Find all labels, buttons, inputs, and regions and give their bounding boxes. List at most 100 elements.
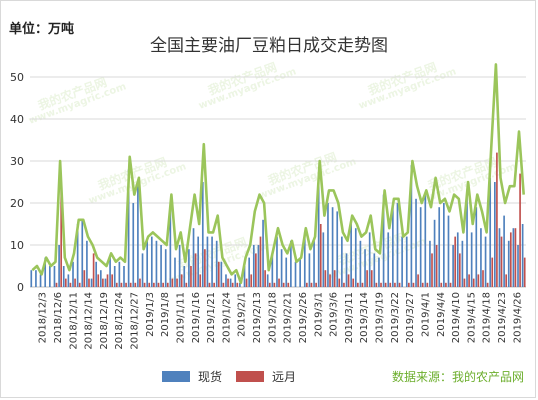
bar-spot xyxy=(239,282,241,287)
bar-spot xyxy=(285,257,288,287)
bar-spot xyxy=(211,236,213,287)
x-tick-label: 2019/3/6 xyxy=(329,292,340,337)
bar-forward xyxy=(445,282,447,287)
x-tick-label: 2019/1/16 xyxy=(191,292,202,343)
x-tick-label: 2018/12/27 xyxy=(130,292,141,350)
bar-spot xyxy=(382,194,385,287)
x-tick-label: 2018/12/19 xyxy=(99,292,110,350)
bar-forward xyxy=(264,270,266,287)
bar-spot xyxy=(229,278,232,287)
bar-forward xyxy=(273,282,276,287)
bar-spot xyxy=(48,266,51,287)
bar-forward xyxy=(143,282,146,287)
bar-forward xyxy=(129,282,132,287)
bar-forward xyxy=(92,253,95,287)
bar-forward xyxy=(366,270,368,287)
x-tick-label: 2019/4/4 xyxy=(436,292,447,337)
bar-spot xyxy=(470,232,473,287)
bar-spot xyxy=(461,240,464,287)
bar-spot xyxy=(354,228,357,287)
bar-spot xyxy=(215,240,218,287)
x-tick-label: 2018/12/24 xyxy=(114,292,125,350)
bar-spot xyxy=(294,261,297,287)
bar-spot xyxy=(378,257,380,287)
bar-forward xyxy=(440,282,443,287)
bar-spot xyxy=(86,240,88,287)
bar-spot xyxy=(507,240,510,287)
bar-spot xyxy=(197,236,199,287)
bar-spot xyxy=(62,266,65,287)
bar-spot xyxy=(271,253,274,287)
bar-forward xyxy=(523,257,526,287)
bar-spot xyxy=(480,228,482,287)
x-tick-label: 2019/3/27 xyxy=(405,292,416,343)
bar-forward xyxy=(519,173,521,287)
bar-forward xyxy=(491,257,494,287)
bar-spot xyxy=(266,274,269,287)
bar-spot xyxy=(303,232,306,287)
bar-forward xyxy=(83,270,86,287)
bar-spot xyxy=(331,207,334,287)
bar-forward xyxy=(64,278,67,287)
x-tick-label: 2019/3/14 xyxy=(359,292,370,343)
bar-forward xyxy=(199,274,202,287)
bar-spot xyxy=(317,177,320,287)
bar-forward xyxy=(449,282,452,287)
bar-forward xyxy=(315,282,317,287)
y-tick-label: 40 xyxy=(10,113,24,126)
bar-forward xyxy=(69,282,72,287)
bar-spot xyxy=(452,245,454,287)
y-tick-label: 0 xyxy=(17,281,24,294)
bar-spot xyxy=(81,219,84,287)
bar-spot xyxy=(137,186,139,287)
bar-forward xyxy=(454,236,457,287)
bar-spot xyxy=(262,219,264,287)
bar-forward xyxy=(375,282,378,287)
bar-forward xyxy=(227,278,229,287)
bar-forward xyxy=(204,249,206,287)
bar-forward xyxy=(259,236,262,287)
bar-forward xyxy=(477,274,480,287)
bar-forward xyxy=(250,274,253,287)
bar-spot xyxy=(118,261,121,287)
bar-forward xyxy=(347,274,350,287)
x-tick-label: 2019/4/26 xyxy=(512,292,523,343)
bar-spot xyxy=(206,236,209,287)
bar-spot xyxy=(90,278,93,287)
bar-spot xyxy=(336,211,339,287)
bar-forward xyxy=(417,274,419,287)
bar-spot xyxy=(419,207,422,287)
bar-spot xyxy=(433,219,436,287)
bar-spot xyxy=(44,257,47,287)
source-note: 数据来源：我的农产品网 xyxy=(391,370,524,384)
bar-forward xyxy=(384,282,387,287)
bar-spot xyxy=(53,266,56,287)
bar-forward xyxy=(102,278,104,287)
bar-spot xyxy=(58,245,60,287)
x-tick-label: 2018/12/11 xyxy=(68,292,79,350)
legend-item-forward: 远月 xyxy=(236,368,296,385)
bar-spot xyxy=(392,203,394,287)
bar-forward xyxy=(111,274,113,287)
bar-forward xyxy=(380,282,382,287)
bar-spot xyxy=(443,203,445,287)
bar-forward xyxy=(157,282,160,287)
bar-forward xyxy=(310,282,313,287)
bar-spot xyxy=(192,228,195,287)
bar-spot xyxy=(178,245,181,287)
bar-spot xyxy=(405,236,408,287)
series-line-total xyxy=(31,63,525,285)
bar-spot xyxy=(494,182,496,287)
x-tick-label: 2019/1/3 xyxy=(145,292,156,337)
bar-forward xyxy=(426,282,429,287)
bar-forward xyxy=(166,282,169,287)
x-tick-label: 2018/12/3 xyxy=(38,292,49,343)
bar-forward xyxy=(213,282,215,287)
bar-spot xyxy=(99,270,102,287)
bar-spot xyxy=(438,207,441,287)
x-tick-label: 2018/12/6 xyxy=(53,292,64,343)
bar-forward xyxy=(509,232,512,287)
bar-spot xyxy=(290,240,292,287)
bar-forward xyxy=(236,282,239,287)
